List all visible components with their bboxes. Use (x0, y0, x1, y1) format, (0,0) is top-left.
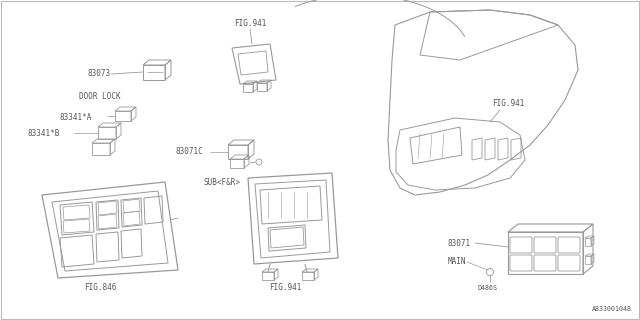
Text: D486S: D486S (478, 285, 498, 291)
Text: 83071C: 83071C (175, 148, 203, 156)
Text: 83071: 83071 (448, 238, 471, 247)
Text: DOOR LOCK: DOOR LOCK (79, 92, 121, 101)
Text: FIG.941: FIG.941 (234, 19, 266, 28)
Text: FIG.941: FIG.941 (492, 99, 524, 108)
Text: 83073: 83073 (88, 69, 111, 78)
Text: A833001048: A833001048 (592, 306, 632, 312)
Text: FIG.846: FIG.846 (84, 283, 116, 292)
Text: FIG.941: FIG.941 (269, 283, 301, 292)
Text: MAIN: MAIN (448, 258, 467, 267)
Text: SUB<F&R>: SUB<F&R> (204, 178, 241, 187)
Text: 83341*B: 83341*B (28, 129, 60, 138)
Text: 83341*A: 83341*A (60, 113, 92, 122)
